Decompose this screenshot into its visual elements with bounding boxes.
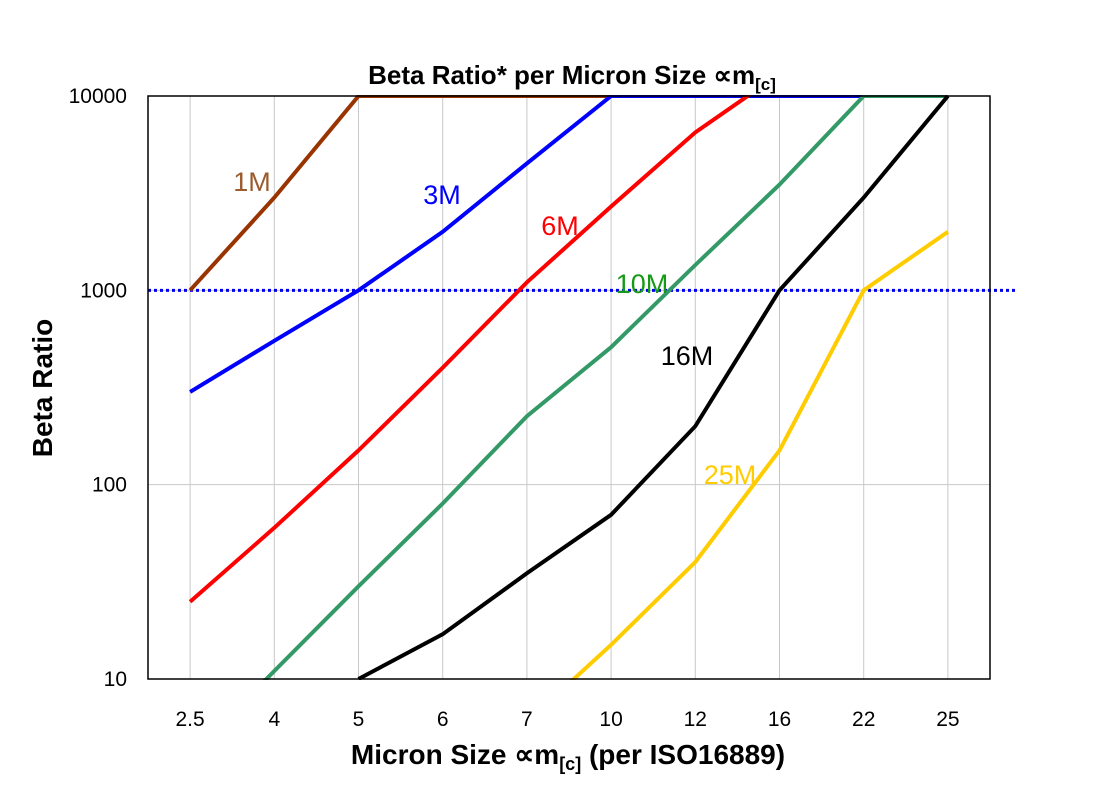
series-label-10M: 10M [616, 269, 669, 299]
y-tick-label: 1000 [80, 279, 127, 302]
series-lines [188, 95, 950, 680]
x-tick-label: 22 [852, 708, 875, 731]
series-label-1M: 1M [233, 167, 271, 197]
series-labels: 1M 3M 6M 10M 16M 25M [233, 167, 756, 490]
series-label-3M: 3M [423, 180, 461, 210]
x-axis-ticks: 2.5 4 5 6 7 10 12 16 22 25 [175, 708, 959, 731]
x-tick-label: 25 [936, 708, 959, 731]
gridlines [148, 95, 990, 680]
chart-title: Beta Ratio* per Micron Size ∝m[c] [368, 60, 776, 94]
x-tick-label: 4 [268, 708, 280, 731]
y-axis-ticks: 10 100 1000 10000 [69, 85, 127, 691]
plot-area-border [147, 95, 991, 680]
x-tick-label: 7 [521, 708, 533, 731]
x-tick-label: 6 [437, 708, 449, 731]
y-tick-label: 10000 [69, 85, 127, 108]
series-line-25M [569, 230, 950, 680]
chart-title-subscript: [c] [755, 75, 776, 94]
y-axis-label: Beta Ratio [27, 319, 58, 457]
series-label-25M: 25M [704, 460, 757, 490]
y-tick-label: 100 [92, 474, 127, 497]
x-tick-label: 12 [684, 708, 707, 731]
x-tick-label: 16 [768, 708, 791, 731]
x-axis-label: Micron Size ∝m[c] (per ISO16889) [351, 739, 785, 774]
x-tick-label: 10 [599, 708, 622, 731]
series-label-16M: 16M [661, 341, 714, 371]
series-line-10M [262, 95, 948, 680]
x-tick-label: 2.5 [175, 708, 204, 731]
series-line-6M [188, 95, 753, 604]
x-tick-label: 5 [353, 708, 365, 731]
y-tick-label: 10 [104, 668, 127, 691]
series-line-16M [357, 95, 950, 680]
series-label-6M: 6M [541, 211, 579, 241]
x-axis-label-subscript: [c] [559, 754, 581, 774]
